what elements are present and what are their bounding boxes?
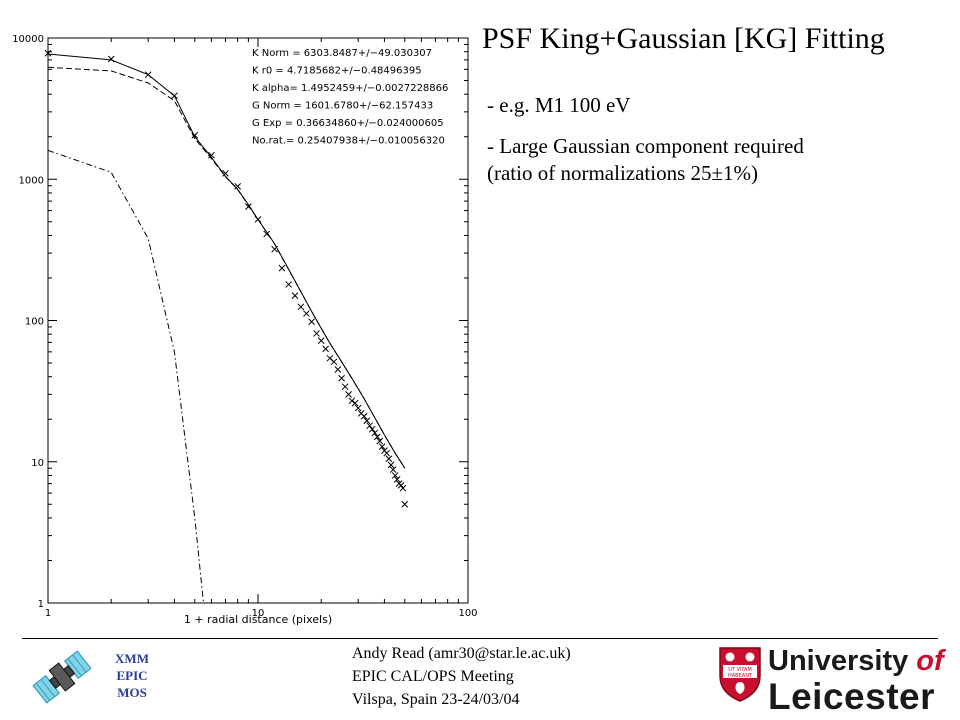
fit-parameters: K Norm = 6303.8487+/−49.030307 K r0 = 4.7… — [252, 48, 448, 147]
data-point — [322, 345, 330, 353]
bullet-gaussian: - Large Gaussian component required (rat… — [487, 133, 804, 187]
data-point — [303, 310, 310, 317]
y-tick-label: 1 — [38, 599, 44, 610]
data-point — [348, 397, 356, 405]
crest-motto-1: UT VITAM — [728, 667, 752, 673]
data-point — [373, 433, 381, 441]
fit-parameter-text: G Exp = 0.36634860+/−0.024000605 — [252, 118, 444, 129]
data-point — [285, 281, 293, 288]
xmm-label-line2: EPIC — [116, 668, 148, 683]
data-point — [234, 183, 242, 190]
gaussian-component-line — [48, 149, 204, 603]
data-point — [360, 412, 368, 420]
data-point — [366, 422, 373, 430]
data-point — [399, 484, 407, 492]
wordmark-leicester: Leicester — [768, 676, 935, 717]
chart-ticks: 1 10 100 1 10 100 1000 10000 — [12, 34, 477, 619]
data-point — [330, 358, 338, 366]
university-wordmark: University of Leicester — [768, 644, 944, 716]
fit-parameter-text: K Norm = 6303.8487+/−49.030307 — [252, 48, 432, 59]
footer-place: Vilspa, Spain 23-24/03/04 — [352, 691, 520, 708]
data-point — [393, 476, 401, 483]
data-point — [297, 303, 305, 311]
data-point — [385, 455, 393, 463]
data-point — [308, 318, 315, 326]
y-tick-label: 1000 — [19, 175, 44, 186]
xmm-epic-mos-label: XMM EPIC MOS — [104, 650, 160, 701]
data-point — [391, 472, 399, 479]
x-tick-label: 100 — [458, 608, 477, 619]
data-points — [44, 49, 409, 508]
data-point — [345, 391, 352, 398]
xmm-satellite-icon — [32, 650, 92, 704]
university-crest-icon: UT VITAM HABEANT — [719, 647, 761, 702]
data-point — [354, 404, 362, 412]
y-tick-label: 10000 — [12, 34, 44, 45]
xmm-label-line1: XMM — [115, 651, 149, 666]
data-point — [363, 417, 371, 425]
total-fit-line — [48, 53, 406, 469]
fit-parameter-text: K r0 = 4.7185682+/−0.48496395 — [252, 66, 422, 77]
x-axis-label: 1 + radial distance (pixels) — [184, 613, 332, 626]
footer-meeting: EPIC CAL/OPS Meeting — [352, 668, 514, 685]
data-point — [208, 151, 215, 159]
xmm-label-line3: MOS — [117, 685, 147, 700]
footer-info: Andy Read (amr30@star.le.ac.uk) EPIC CAL… — [352, 642, 571, 711]
data-point — [401, 500, 409, 508]
psf-chart: 1 10 100 1 10 100 1000 10000 1 + radial distanc… — [12, 34, 477, 626]
data-point — [338, 374, 345, 382]
bullet-gaussian-line2: (ratio of normalizations 25±1%) — [487, 161, 759, 185]
footer-author: Andy Read (amr30@star.le.ac.uk) — [352, 645, 571, 662]
wordmark-of: of — [916, 645, 944, 677]
data-point — [313, 330, 320, 337]
data-point — [376, 437, 384, 445]
slide-title: PSF King+Gaussian [KG] Fitting — [482, 22, 885, 55]
data-point — [351, 399, 359, 407]
data-point — [387, 461, 395, 469]
king-component-line — [48, 66, 406, 469]
data-point — [334, 366, 342, 373]
fit-parameter-text: No.rat.= 0.25407938+/−0.010056320 — [252, 136, 445, 147]
data-point — [378, 443, 386, 450]
crest-motto-2: HABEANT — [728, 673, 753, 679]
data-point — [317, 337, 325, 345]
data-point — [383, 449, 391, 457]
x-tick-label: 1 — [45, 608, 51, 619]
fit-parameter-text: K alpha= 1.4952459+/−0.0027228866 — [252, 83, 448, 94]
fit-parameter-text: G Norm = 1601.6780+/−62.157433 — [252, 101, 433, 112]
data-point — [44, 49, 52, 57]
chart-series — [44, 49, 409, 603]
y-tick-label: 10 — [31, 458, 44, 469]
data-point — [278, 264, 286, 272]
data-point — [341, 383, 349, 391]
data-point — [222, 170, 229, 177]
data-point — [371, 429, 379, 437]
bullet-example: - e.g. M1 100 eV — [487, 93, 631, 117]
wordmark-university: University — [768, 645, 909, 677]
data-point — [368, 425, 376, 433]
y-tick-label: 100 — [25, 317, 44, 328]
bullet-gaussian-line1: - Large Gaussian component required — [487, 134, 804, 158]
data-point — [389, 466, 397, 473]
x-tick-label: 10 — [252, 608, 265, 619]
data-point — [291, 292, 299, 299]
footer-divider — [22, 638, 938, 639]
